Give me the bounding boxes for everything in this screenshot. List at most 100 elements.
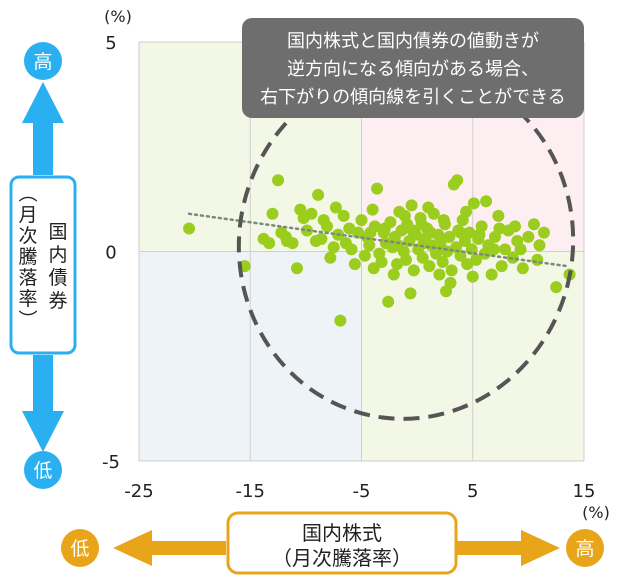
data-point xyxy=(466,270,479,283)
y-title-char: 落 xyxy=(18,267,37,289)
data-point xyxy=(537,226,550,239)
data-point xyxy=(470,253,483,266)
x-tick-label: -15 xyxy=(236,481,265,502)
data-point xyxy=(280,235,293,248)
data-point xyxy=(290,262,303,275)
data-point xyxy=(272,174,285,187)
y-low-label: 低 xyxy=(33,460,52,482)
data-point xyxy=(480,195,493,208)
data-point xyxy=(183,222,196,235)
y-title: （ 月次騰落率） 国内債券 xyxy=(16,183,68,328)
y-title-char: 内 xyxy=(48,244,67,266)
x-axis-indicator: 低 高 国内株式 （月次騰落率） xyxy=(61,511,604,575)
down-arrow-icon xyxy=(22,355,64,452)
data-point xyxy=(492,209,505,222)
x-high-label: 高 xyxy=(575,538,594,560)
data-point xyxy=(363,239,376,252)
x-tick-label: 15 xyxy=(573,481,596,502)
y-title-char: （ xyxy=(16,183,38,202)
x-title-line-1: 国内株式 xyxy=(302,521,382,545)
data-point xyxy=(467,197,480,210)
y-title-column: （ 月次騰落率） xyxy=(16,183,38,328)
data-point xyxy=(424,226,437,239)
data-point xyxy=(406,224,419,237)
data-point xyxy=(516,262,529,275)
data-point xyxy=(460,205,473,218)
data-point xyxy=(358,249,371,262)
data-point xyxy=(378,222,391,235)
x-low-label: 低 xyxy=(70,538,89,560)
data-point xyxy=(531,253,544,266)
data-point xyxy=(407,264,420,277)
data-point xyxy=(433,268,446,281)
annotation-line-2: 逆方向になる傾向がある場合、 xyxy=(287,59,539,80)
annotation-box xyxy=(242,18,584,118)
up-arrow-icon xyxy=(22,82,64,175)
data-point xyxy=(345,243,358,256)
x-title-box xyxy=(226,511,458,575)
y-title-char: 債 xyxy=(48,267,67,289)
data-point xyxy=(522,230,535,243)
data-point xyxy=(387,268,400,281)
y-low-badge xyxy=(24,451,62,489)
data-point xyxy=(485,268,498,281)
data-point xyxy=(527,218,540,231)
data-point xyxy=(324,251,337,264)
data-point xyxy=(514,243,527,256)
y-tick-label: 5 xyxy=(105,33,116,54)
data-point xyxy=(495,260,508,273)
data-point xyxy=(329,201,342,214)
data-point xyxy=(367,262,380,275)
data-point xyxy=(364,226,377,239)
data-point xyxy=(400,253,412,266)
x-title-line-2: （月次騰落率） xyxy=(272,546,412,570)
data-point xyxy=(263,237,276,250)
data-point xyxy=(321,220,334,233)
data-point xyxy=(392,239,405,252)
y-unit-label: (%) xyxy=(104,7,132,26)
data-point xyxy=(422,201,435,214)
y-title-char: 騰 xyxy=(18,246,37,268)
data-point xyxy=(405,199,418,212)
data-point xyxy=(355,214,368,227)
x-high-badge xyxy=(566,529,604,567)
data-point xyxy=(473,228,486,241)
data-point xyxy=(437,214,450,227)
data-point xyxy=(463,226,476,239)
y-axis-indicator: 高 低 （ 月次騰落率） 国内債券 xyxy=(9,42,77,489)
data-point xyxy=(436,255,449,268)
data-point xyxy=(451,174,464,187)
data-point xyxy=(404,287,417,300)
data-point xyxy=(416,251,429,264)
data-point xyxy=(550,281,563,294)
y-tick-label: -5 xyxy=(102,452,120,473)
data-point xyxy=(366,203,379,216)
data-point xyxy=(509,220,522,233)
x-tick-label: 5 xyxy=(467,481,478,502)
data-point xyxy=(415,218,428,231)
data-point xyxy=(533,239,546,252)
x-unit-label: (%) xyxy=(582,503,610,522)
data-point xyxy=(337,209,350,222)
data-point xyxy=(382,295,395,308)
y-title-char: 次 xyxy=(18,225,37,247)
y-title-char: 月 xyxy=(18,204,37,226)
x-tick-label: -5 xyxy=(353,481,371,502)
y-title-char: ） xyxy=(16,309,38,328)
data-point xyxy=(327,241,340,254)
data-point xyxy=(315,232,328,245)
data-point xyxy=(348,258,361,271)
y-title-char: 国 xyxy=(48,221,67,243)
data-point xyxy=(398,209,411,222)
data-point xyxy=(444,276,457,289)
y-title-box xyxy=(9,175,77,355)
data-point xyxy=(423,260,436,273)
data-point xyxy=(461,258,474,271)
y-high-label: 高 xyxy=(33,51,52,73)
annotation-line-3: 右下がりの傾向線を引くことができる xyxy=(260,87,566,108)
data-point xyxy=(445,264,458,277)
data-point xyxy=(343,222,356,235)
x-low-badge xyxy=(61,529,99,567)
y-tick-label: 0 xyxy=(105,243,116,264)
